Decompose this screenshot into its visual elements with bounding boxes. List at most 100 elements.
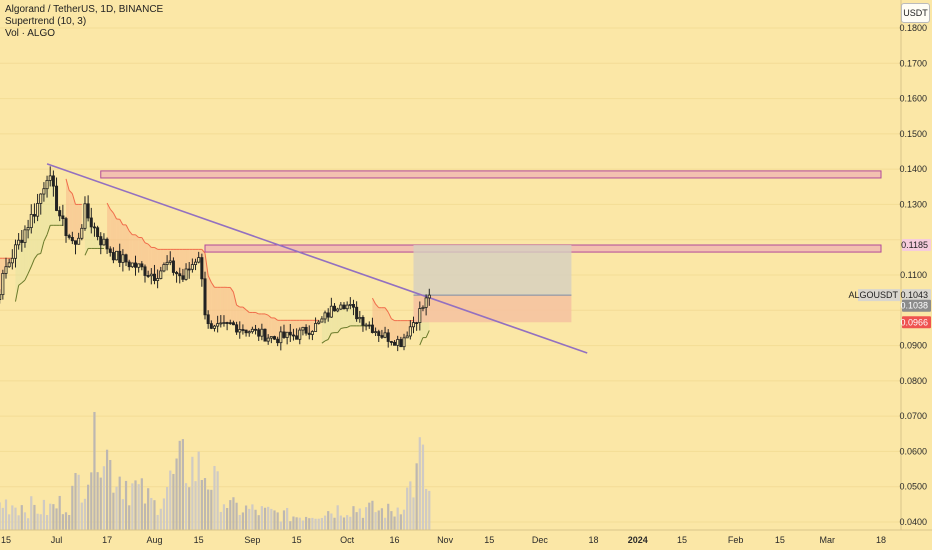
supertrend-fill — [214, 287, 218, 328]
candle — [184, 263, 188, 281]
candle — [45, 175, 49, 198]
supertrend-line — [40, 241, 45, 254]
candle — [298, 327, 302, 345]
volume-bar — [124, 480, 128, 530]
volume-indicator-label[interactable]: Vol · ALGO — [5, 28, 56, 39]
supertrend-fill — [220, 287, 224, 324]
candle-body — [288, 331, 292, 336]
candle — [51, 170, 55, 197]
supertrend-fill — [176, 249, 180, 275]
candle — [317, 319, 321, 325]
price-tick-label: 0.1100 — [900, 270, 927, 280]
candle — [137, 263, 141, 273]
supertrend-fill — [72, 193, 76, 243]
volume-bar — [131, 483, 134, 530]
time-tick-label: 15 — [292, 535, 302, 545]
supertrend-line — [30, 258, 35, 267]
supertrend-fill — [148, 244, 152, 276]
candle-body — [427, 294, 431, 299]
candle — [421, 305, 425, 312]
resistance-price-tag-bg — [902, 239, 931, 252]
candle-body — [13, 244, 17, 259]
candle — [108, 246, 112, 257]
candle-body — [241, 329, 245, 331]
supertrend-line — [128, 230, 133, 236]
volume-bar — [238, 514, 241, 530]
time-tick-label: 16 — [390, 535, 400, 545]
currency-button[interactable]: USDT — [901, 3, 930, 23]
volume-bar — [279, 521, 282, 530]
candle-body — [108, 248, 112, 253]
last-price-tag-bg — [902, 289, 931, 302]
volume-bar — [39, 514, 42, 530]
supertrend-line — [207, 275, 212, 283]
volume-bar — [377, 510, 380, 530]
volume-bar — [229, 500, 232, 530]
supertrend-fill — [167, 249, 171, 264]
volume-bar — [49, 503, 52, 530]
supertrend-fill — [179, 249, 183, 278]
candle-body — [127, 261, 131, 268]
price-tick-label: 0.1800 — [899, 23, 927, 33]
supertrend-fill — [31, 215, 35, 267]
supertrend-fill — [274, 317, 278, 341]
candle — [152, 264, 156, 285]
volume-bar — [90, 472, 93, 530]
supertrend-fill — [337, 307, 341, 333]
supertrend-line — [321, 340, 326, 344]
volume-bar — [311, 517, 314, 530]
candle-body — [225, 322, 229, 324]
volume-bar — [33, 504, 36, 530]
time-tick-label: 2024 — [628, 535, 648, 545]
volume-bar — [134, 480, 137, 530]
candle — [355, 301, 359, 322]
supertrend-line — [24, 273, 29, 281]
candle — [7, 258, 11, 268]
candle-body — [250, 328, 254, 333]
candle — [134, 255, 138, 276]
candle — [140, 261, 144, 271]
supertrend-fill — [347, 304, 351, 328]
candle — [118, 243, 122, 268]
volume-bar — [428, 490, 431, 530]
candle — [168, 251, 172, 266]
volume-bar — [105, 449, 109, 530]
candle-body — [197, 257, 201, 263]
candle — [291, 328, 295, 341]
volume-bar — [87, 484, 90, 530]
supertrend-indicator-label[interactable]: Supertrend (10, 3) — [5, 16, 87, 27]
candle-body — [137, 263, 141, 268]
volume-bar — [273, 510, 276, 530]
candle-body — [194, 261, 198, 265]
volume-bar — [36, 513, 39, 530]
candle-body — [355, 306, 359, 320]
candle — [370, 317, 374, 334]
supertrend-line — [229, 287, 234, 293]
supertrend-fill — [154, 247, 158, 280]
volume-bar — [8, 514, 11, 530]
candle — [295, 328, 299, 340]
candle-body — [77, 237, 81, 245]
candle-body — [279, 331, 283, 344]
candle-body — [83, 203, 87, 229]
supertrend-line — [34, 254, 38, 260]
volume-bar — [219, 511, 222, 530]
supertrend-line — [144, 242, 149, 245]
supertrend-fill — [350, 304, 354, 326]
symbol-title[interactable]: Algorand / TetherUS, 1D, BINANCE — [5, 4, 164, 15]
volume-bar — [320, 517, 323, 530]
supertrend-line — [346, 325, 351, 328]
grid — [0, 27, 900, 523]
volume-bar — [147, 488, 150, 530]
candle — [96, 225, 100, 241]
candle — [285, 331, 289, 345]
last-price-tag-text: 0.1043 — [900, 290, 928, 300]
candle-body — [26, 227, 30, 231]
supertrend-line — [391, 318, 395, 322]
volume-bar — [396, 507, 399, 530]
candle — [61, 204, 65, 226]
candle — [336, 307, 340, 313]
supertrend-fill — [378, 307, 382, 337]
volume-bar — [270, 508, 273, 530]
